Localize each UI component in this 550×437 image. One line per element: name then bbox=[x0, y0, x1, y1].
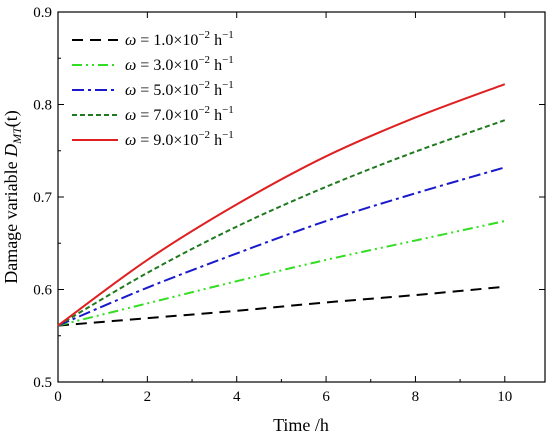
legend: ω = 1.0×10−2 h−1 ω = 3.0×10−2 h−1 ω = 5.0×… bbox=[72, 29, 234, 149]
x-tick-label: 4 bbox=[233, 389, 241, 405]
x-tick-label: 0 bbox=[54, 389, 62, 405]
series-line-3 bbox=[57, 166, 506, 327]
x-tick-label: 2 bbox=[144, 389, 152, 405]
series-line-1 bbox=[57, 285, 505, 327]
series-line-4 bbox=[57, 119, 506, 327]
series-line-5 bbox=[57, 83, 506, 327]
y-axis-title: Damage variable DMT(t) bbox=[1, 110, 24, 284]
y-axis-title-rest: (t) bbox=[1, 110, 22, 127]
series-lines bbox=[57, 83, 506, 327]
y-tick-label: 0.9 bbox=[33, 5, 52, 21]
x-tick-label: 10 bbox=[497, 389, 512, 405]
x-axis-title: Time /h bbox=[273, 415, 329, 435]
y-axis-title-main: Damage variable bbox=[1, 157, 21, 284]
x-tick-label: 6 bbox=[322, 389, 330, 405]
axis-ticks: 0 2 4 6 8 10 0.5 0.6 0.7 0.8 0.9 bbox=[33, 5, 545, 405]
legend-label: ω = 9.0×10−2 h−1 bbox=[125, 129, 234, 149]
y-axis-title-var: D bbox=[1, 144, 21, 158]
y-axis-title-sub: MT bbox=[10, 126, 24, 145]
legend-label: ω = 7.0×10−2 h−1 bbox=[125, 104, 234, 124]
legend-label: ω = 1.0×10−2 h−1 bbox=[125, 29, 234, 49]
series-line-2 bbox=[57, 220, 506, 327]
y-tick-label: 0.6 bbox=[33, 283, 52, 299]
y-tick-label: 0.8 bbox=[33, 98, 52, 114]
legend-label: ω = 3.0×10−2 h−1 bbox=[125, 54, 234, 74]
legend-label: ω = 5.0×10−2 h−1 bbox=[125, 79, 234, 99]
x-tick-label: 8 bbox=[412, 389, 420, 405]
y-tick-label: 0.5 bbox=[33, 375, 52, 391]
y-tick-label: 0.7 bbox=[33, 190, 52, 206]
